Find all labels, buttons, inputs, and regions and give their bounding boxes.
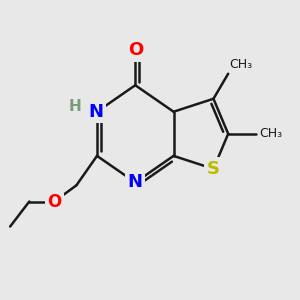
Text: N: N — [128, 173, 143, 191]
Text: S: S — [207, 160, 220, 178]
Text: CH₃: CH₃ — [259, 127, 282, 140]
Text: O: O — [128, 41, 143, 59]
Text: CH₃: CH₃ — [230, 58, 253, 71]
Text: H: H — [68, 99, 81, 114]
Text: O: O — [47, 193, 62, 211]
Text: N: N — [88, 103, 103, 121]
